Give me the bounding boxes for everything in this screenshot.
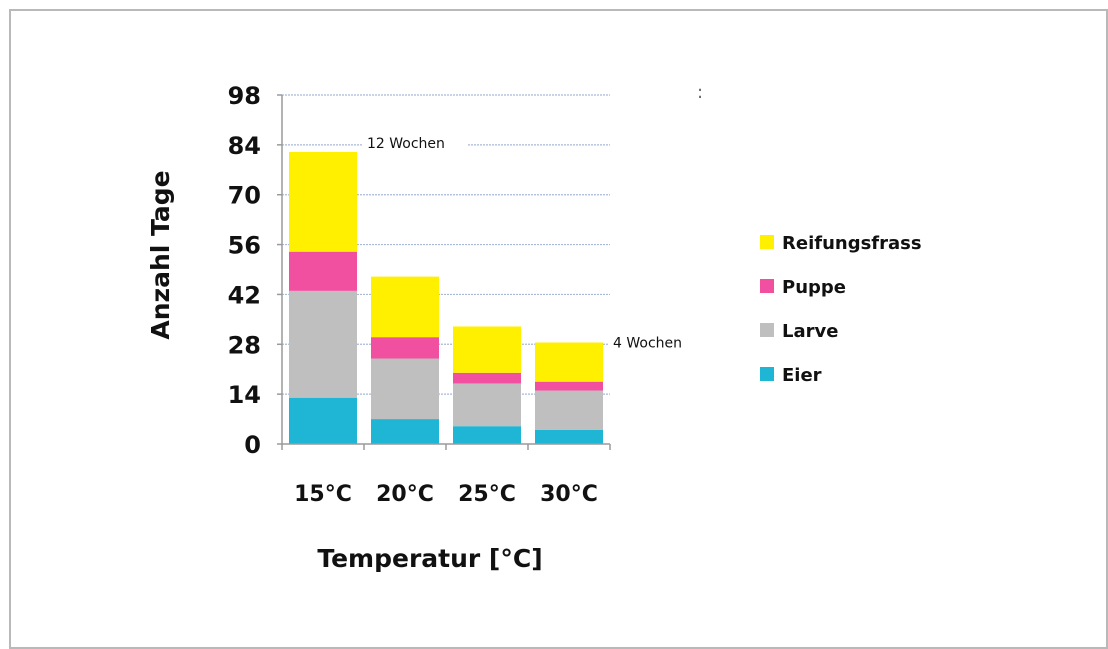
bar-puppe-2 xyxy=(453,372,521,384)
y-tick-label-70: 70 xyxy=(228,182,261,210)
stacked-bar-chart: 0 14 28 42 56 70 84 98 15°C 20°C 25°C 30°C 12 Woch… xyxy=(146,82,922,573)
bar-puppe-0 xyxy=(289,251,357,291)
y-tick-label-14: 14 xyxy=(228,381,261,409)
legend: Reifungsfrass Puppe Larve Eier xyxy=(760,233,922,386)
annotation-bg-0 xyxy=(363,132,467,151)
y-tick-label-0: 0 xyxy=(244,431,261,459)
legend-label-larve: Larve xyxy=(782,321,838,342)
legend-swatch-puppe xyxy=(760,279,774,293)
legend-label-eier: Eier xyxy=(782,365,822,386)
bar-reifungsfrass-2 xyxy=(453,326,521,373)
annotations: 12 Wochen 4 Wochen xyxy=(363,132,701,351)
annotation-bg-1 xyxy=(609,332,701,351)
bar-puppe-1 xyxy=(371,337,439,359)
legend-swatch-reifungsfrass xyxy=(760,235,774,249)
legend-swatch-eier xyxy=(760,367,774,381)
legend-label-puppe: Puppe xyxy=(782,277,846,298)
legend-label-reifungsfrass: Reifungsfrass xyxy=(782,233,922,254)
x-tick-labels: 15°C 20°C 25°C 30°C xyxy=(294,482,598,507)
y-tick-labels: 0 14 28 42 56 70 84 98 xyxy=(228,82,261,459)
x-axis-title: Temperatur [°C] xyxy=(317,544,542,573)
y-tick-label-42: 42 xyxy=(228,281,261,309)
bar-eier-2 xyxy=(453,426,521,444)
x-tick-label-1: 20°C xyxy=(376,482,434,507)
y-axis-title: Anzahl Tage xyxy=(146,170,175,339)
bar-reifungsfrass-1 xyxy=(371,276,439,338)
bars xyxy=(289,151,603,444)
bar-eier-0 xyxy=(289,397,357,444)
x-tick-label-3: 30°C xyxy=(540,482,598,507)
bar-eier-3 xyxy=(535,429,603,444)
bar-larve-1 xyxy=(371,358,439,420)
bar-larve-0 xyxy=(289,290,357,398)
y-tick-label-98: 98 xyxy=(228,82,261,110)
bar-reifungsfrass-3 xyxy=(535,342,603,382)
bar-eier-1 xyxy=(371,419,439,444)
bar-puppe-3 xyxy=(535,381,603,391)
x-tick-label-0: 15°C xyxy=(294,482,352,507)
x-tick-label-2: 25°C xyxy=(458,482,516,507)
axes xyxy=(277,94,611,450)
annotation-0: 12 Wochen xyxy=(367,136,445,152)
annotation-1: 4 Wochen xyxy=(613,335,682,351)
stray-mark: : xyxy=(697,82,703,103)
bar-larve-2 xyxy=(453,383,521,427)
bar-larve-3 xyxy=(535,390,603,430)
y-tick-label-84: 84 xyxy=(228,132,261,160)
legend-swatch-larve xyxy=(760,323,774,337)
y-tick-label-28: 28 xyxy=(228,331,261,359)
y-tick-label-56: 56 xyxy=(228,232,261,260)
chart-frame xyxy=(9,9,1108,649)
bar-reifungsfrass-0 xyxy=(289,151,357,252)
